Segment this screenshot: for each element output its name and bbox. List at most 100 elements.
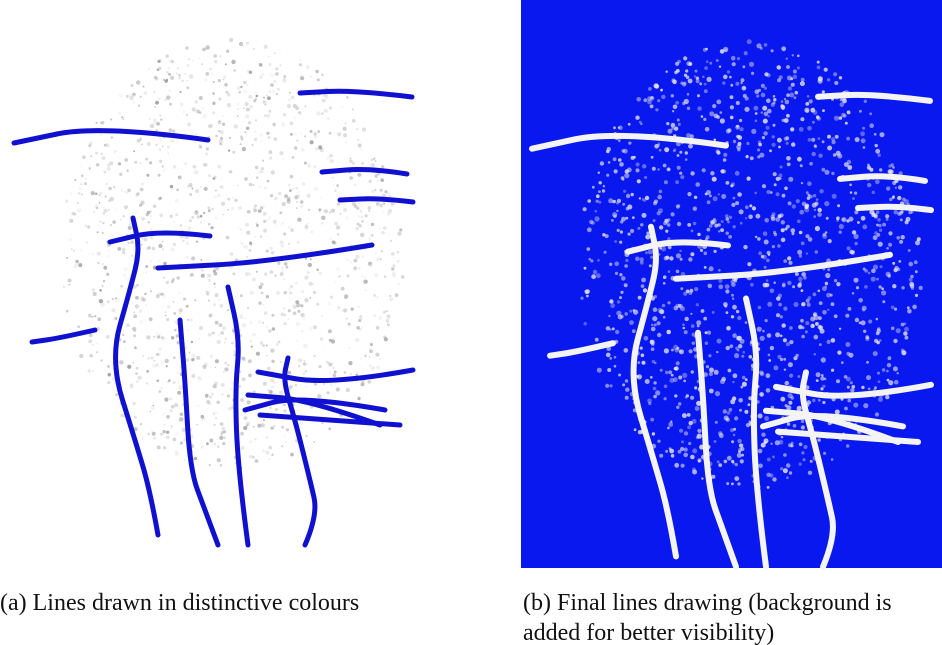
speckle: [780, 335, 783, 338]
speckle: [160, 433, 163, 436]
speckle: [713, 218, 716, 221]
speckle: [192, 60, 194, 62]
speckle: [804, 108, 809, 113]
speckle: [734, 476, 739, 481]
speckle: [834, 314, 838, 318]
speckle: [878, 224, 881, 227]
speckle: [891, 163, 894, 166]
speckle: [334, 190, 336, 192]
speckle: [606, 353, 611, 358]
speckle: [726, 217, 730, 221]
speckle: [279, 53, 281, 55]
speckle: [227, 198, 230, 201]
speckle: [290, 133, 293, 136]
speckle: [213, 270, 216, 273]
speckle: [621, 276, 626, 281]
speckle: [163, 262, 167, 266]
speckle: [786, 463, 791, 468]
speckle: [874, 213, 878, 217]
speckle: [909, 282, 914, 287]
speckle: [839, 76, 842, 79]
speckle: [772, 245, 775, 248]
speckle: [894, 210, 898, 214]
speckle: [196, 241, 198, 243]
speckle: [909, 278, 913, 282]
speckle: [266, 95, 268, 97]
speckle: [299, 63, 302, 66]
speckle: [785, 100, 790, 105]
speckle: [270, 349, 274, 353]
speckle: [846, 352, 850, 356]
speckle: [195, 100, 198, 103]
speckle: [874, 231, 878, 235]
speckle: [659, 247, 662, 250]
speckle: [789, 471, 792, 474]
speckle: [748, 215, 753, 220]
speckle: [651, 324, 654, 327]
speckle: [121, 116, 123, 118]
speckle: [330, 159, 334, 163]
speckle: [823, 452, 826, 455]
speckle: [211, 393, 214, 396]
speckle: [203, 220, 206, 223]
speckle: [392, 271, 396, 275]
speckle: [108, 209, 110, 211]
speckle: [712, 177, 717, 182]
speckle: [705, 127, 710, 132]
speckle: [737, 453, 742, 458]
panel-b-image: [521, 0, 942, 568]
speckle: [654, 200, 658, 204]
speckle: [280, 361, 282, 363]
speckle: [225, 83, 228, 86]
speckle: [336, 267, 340, 271]
speckle: [313, 355, 315, 357]
speckle: [247, 307, 249, 309]
speckle: [799, 443, 803, 447]
speckle: [628, 233, 631, 236]
speckle: [253, 99, 256, 102]
speckle: [143, 86, 145, 88]
speckle: [173, 221, 175, 223]
line-stroke: [158, 245, 372, 268]
speckle: [304, 276, 308, 280]
speckle: [188, 351, 190, 353]
speckle: [266, 132, 269, 135]
speckle: [140, 162, 142, 164]
speckle: [397, 232, 401, 236]
speckle: [727, 411, 731, 415]
speckle: [879, 339, 882, 342]
speckle: [208, 279, 211, 282]
speckle: [893, 366, 898, 371]
speckle: [246, 424, 248, 426]
caption: (b) Final lines drawing (background is a…: [523, 588, 942, 645]
speckle: [613, 200, 616, 203]
speckle: [743, 245, 747, 249]
speckle: [685, 69, 688, 72]
speckle: [788, 201, 792, 205]
speckle: [810, 460, 813, 463]
speckle: [789, 326, 793, 330]
speckle: [330, 296, 333, 299]
speckle: [101, 285, 103, 287]
speckle: [177, 391, 181, 395]
speckle: [811, 138, 815, 142]
speckle: [808, 237, 813, 242]
speckle: [726, 181, 730, 185]
speckle: [283, 307, 286, 310]
speckle: [396, 251, 399, 254]
speckle: [770, 289, 775, 294]
speckle: [107, 254, 110, 257]
speckle: [730, 428, 734, 432]
speckle: [384, 337, 388, 341]
speckle: [212, 102, 215, 105]
speckle: [718, 284, 723, 289]
speckle: [147, 211, 150, 214]
speckle: [229, 170, 232, 173]
speckle: [205, 153, 208, 156]
speckle: [597, 368, 602, 373]
speckle: [641, 278, 646, 283]
speckle: [268, 329, 271, 332]
speckle: [655, 108, 658, 111]
speckle: [243, 108, 245, 110]
speckle: [210, 355, 213, 358]
